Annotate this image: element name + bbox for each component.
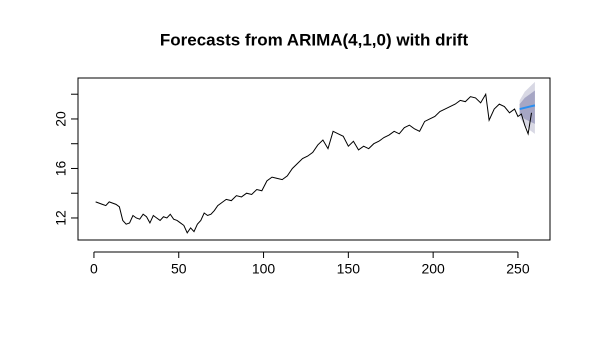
series-line (95, 92, 533, 234)
x-tick-label: 50 (171, 261, 187, 277)
y-tick-label: 16 (53, 160, 69, 176)
x-tick-label: 100 (252, 261, 276, 277)
y-tick-label: 20 (53, 111, 69, 127)
chart-title: Forecasts from ARIMA(4,1,0) with drift (160, 30, 469, 49)
forecast-mean (519, 104, 536, 111)
x-tick-label: 0 (90, 261, 98, 277)
x-tick-label: 250 (506, 261, 530, 277)
x-tick-label: 200 (421, 261, 445, 277)
y-tick-label: 12 (53, 210, 69, 226)
x-tick-label: 150 (337, 261, 361, 277)
